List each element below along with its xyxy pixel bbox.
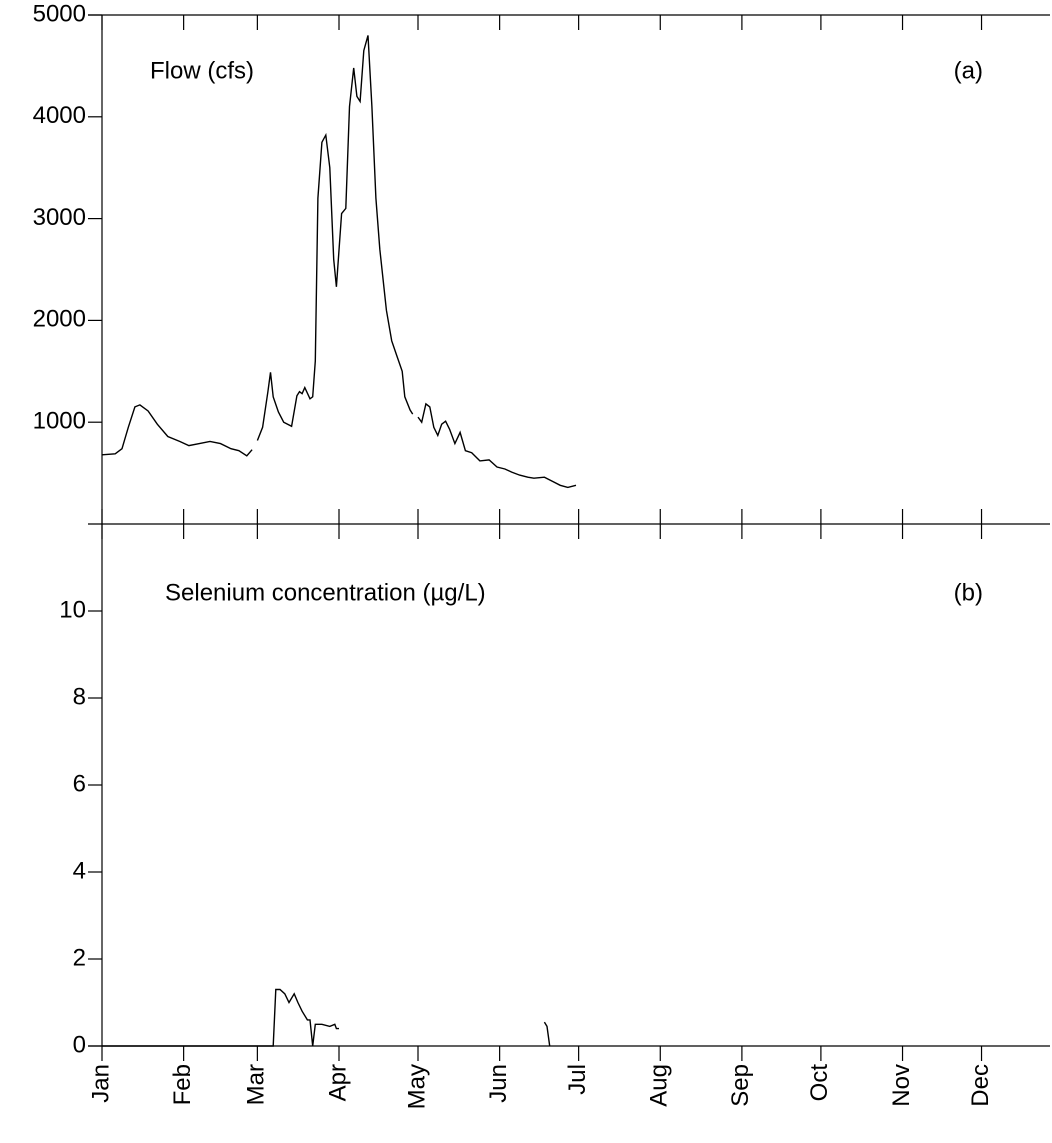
x-tick-label: Dec: [967, 1064, 994, 1107]
x-tick-label: Sep: [727, 1064, 754, 1107]
x-tick-label: Jun: [485, 1064, 512, 1103]
y-tick-label: 8: [73, 683, 86, 710]
panel-title: Selenium concentration (µg/L): [165, 579, 486, 606]
x-tick-label: Nov: [888, 1064, 915, 1107]
x-tick-label: Apr: [324, 1064, 351, 1101]
data-line: [102, 988, 551, 1047]
y-tick-label: 0: [73, 1031, 86, 1058]
x-tick-label: May: [403, 1064, 430, 1109]
y-tick-label: 4: [73, 857, 86, 884]
x-tick-label: Jul: [564, 1064, 591, 1095]
x-tick-label: Feb: [169, 1064, 196, 1105]
panel-title: Flow (cfs): [150, 57, 254, 84]
x-tick-label: Oct: [806, 1064, 833, 1102]
x-tick-label: Aug: [646, 1064, 673, 1107]
panel-label: (b): [954, 579, 983, 606]
y-tick-label: 3000: [33, 204, 86, 231]
y-tick-label: 5000: [33, 0, 86, 27]
data-line: [101, 35, 577, 489]
y-tick-label: 6: [73, 770, 86, 797]
y-tick-label: 2000: [33, 306, 86, 333]
y-tick-label: 4000: [33, 102, 86, 129]
panel-label: (a): [954, 57, 983, 84]
x-tick-label: Mar: [243, 1064, 270, 1105]
y-tick-label: 1000: [33, 408, 86, 435]
x-tick-label: Jan: [87, 1064, 114, 1103]
y-tick-label: 10: [59, 596, 86, 623]
y-tick-label: 2: [73, 944, 86, 971]
